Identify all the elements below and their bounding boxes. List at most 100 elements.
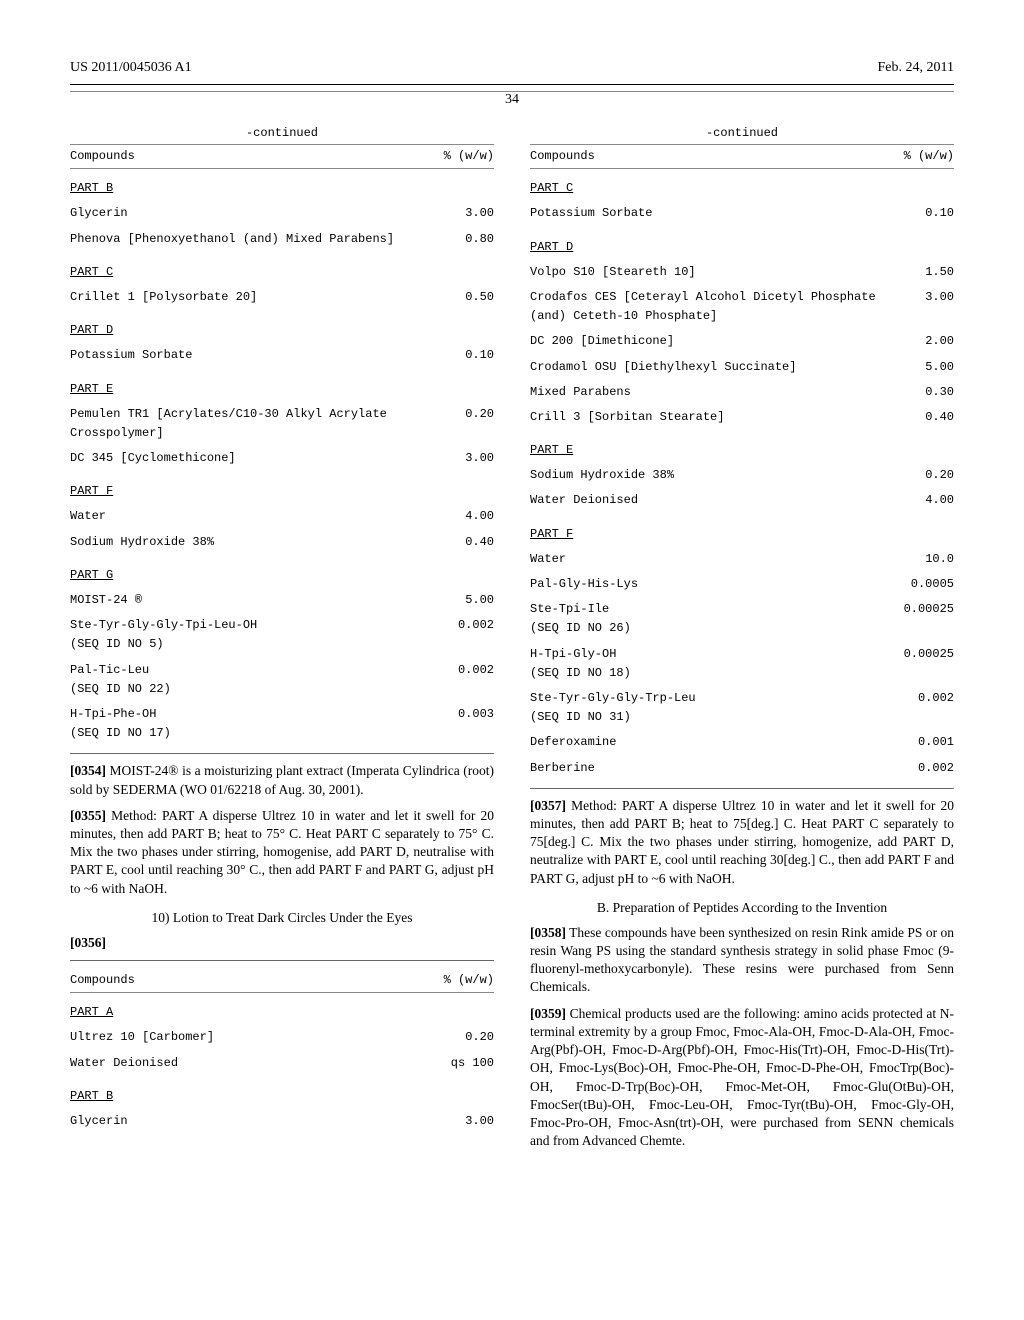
value-cell: 10.0 [896,550,954,575]
part-header-cell: PART B [70,171,494,204]
table-2-block: Compounds % (w/w) PART AUltrez 10 [Carbo… [70,960,494,1137]
table-row: Pal-Gly-His-Lys0.0005 [530,575,954,600]
table-row: PART B [70,171,494,204]
table-row: Phenova [Phenoxyethanol (and) Mixed Para… [70,230,494,255]
value-cell: 0.00025 [896,600,954,644]
table-row: Pal-Tic-Leu (SEQ ID NO 22)0.002 [70,661,494,705]
section-b-text: B. Preparation of Peptides According to … [597,900,887,915]
value-cell: 0.50 [450,288,494,313]
value-cell: 3.00 [450,204,494,229]
page-number: 34 [70,92,954,108]
compound-cell: Berberine [530,759,896,784]
table-row: PART E [70,372,494,405]
pub-number: US 2011/0045036 A1 [70,60,192,76]
compound-cell: H-Tpi-Phe-OH (SEQ ID NO 17) [70,705,450,749]
para-0354: [0354] MOIST-24® is a moisturizing plant… [70,762,494,798]
compound-cell: Potassium Sorbate [530,204,896,229]
compound-cell: Pemulen TR1 [Acrylates/C10-30 Alkyl Acry… [70,405,450,449]
table-row: Crodamol OSU [Diethylhexyl Succinate]5.0… [530,358,954,383]
table-1-header: Compounds % (w/w) [70,147,494,166]
part-header-cell: PART B [70,1079,494,1112]
table-row: PART C [530,171,954,204]
para-num: [0359] [530,1006,566,1021]
para-0357: [0357] Method: PART A disperse Ultrez 10… [530,797,954,888]
value-cell: 2.00 [896,332,954,357]
compound-cell: Ste-Tyr-Gly-Gly-Trp-Leu (SEQ ID NO 31) [530,689,896,733]
table-row: Ste-Tyr-Gly-Gly-Tpi-Leu-OH (SEQ ID NO 5)… [70,616,494,660]
section-10-heading: 10) Lotion to Treat Dark Circles Under t… [70,910,494,926]
table-3-header: Compounds % (w/w) [530,147,954,166]
para-num: [0355] [70,808,106,823]
compound-cell: Glycerin [70,204,450,229]
value-cell: 0.00025 [896,645,954,689]
value-cell: 1.50 [896,263,954,288]
compound-cell: Ultrez 10 [Carbomer] [70,1028,383,1053]
value-cell: 0.0005 [896,575,954,600]
table-row: PART B [70,1079,494,1112]
table-row: Sodium Hydroxide 38%0.40 [70,533,494,558]
part-header-cell: PART F [530,517,954,550]
value-cell: 3.00 [896,288,954,332]
rule [70,992,494,993]
compound-cell: Pal-Tic-Leu (SEQ ID NO 22) [70,661,450,705]
para-text: Method: PART A disperse Ultrez 10 in wat… [530,798,954,886]
table-row: Mixed Parabens0.30 [530,383,954,408]
part-header-cell: PART C [530,171,954,204]
col-compounds: Compounds [70,147,293,166]
rule [70,960,494,961]
compound-cell: Potassium Sorbate [70,346,450,371]
para-num: [0354] [70,763,106,778]
value-cell: 5.00 [450,591,494,616]
rule [530,168,954,169]
table-row: DC 345 [Cyclomethicone]3.00 [70,449,494,474]
para-text: Chemical products used are the following… [530,1006,954,1149]
value-cell: 5.00 [896,358,954,383]
col-compounds: Compounds [530,147,753,166]
value-cell: 0.10 [450,346,494,371]
compound-cell: Ste-Tyr-Gly-Gly-Tpi-Leu-OH (SEQ ID NO 5) [70,616,450,660]
part-header-cell: PART D [530,230,954,263]
value-cell: 0.80 [450,230,494,255]
compound-cell: Water Deionised [70,1054,383,1079]
table-row: Glycerin3.00 [70,1112,494,1137]
para-0359: [0359] Chemical products used are the fo… [530,1005,954,1151]
compound-cell: Sodium Hydroxide 38% [530,466,896,491]
table-row: Ultrez 10 [Carbomer]0.20 [70,1028,494,1053]
para-num: [0358] [530,925,566,940]
para-0355: [0355] Method: PART A disperse Ultrez 10… [70,807,494,898]
table-row: H-Tpi-Phe-OH (SEQ ID NO 17)0.003 [70,705,494,749]
compound-cell: MOIST-24 ® [70,591,450,616]
table-row: Berberine0.002 [530,759,954,784]
table-row: PART G [70,558,494,591]
value-cell: 0.002 [450,616,494,660]
table-row: PART D [530,230,954,263]
compound-cell: Pal-Gly-His-Lys [530,575,896,600]
compound-cell: Phenova [Phenoxyethanol (and) Mixed Para… [70,230,450,255]
table-2: PART AUltrez 10 [Carbomer]0.20Water Deio… [70,995,494,1137]
col-pct: % (w/w) [753,147,954,166]
value-cell: 3.00 [383,1112,494,1137]
table-row: Glycerin3.00 [70,204,494,229]
table-row: Water10.0 [530,550,954,575]
table-row: PART E [530,433,954,466]
value-cell: 0.002 [896,759,954,784]
part-header-cell: PART G [70,558,494,591]
value-cell: 4.00 [896,491,954,516]
compound-cell: Glycerin [70,1112,383,1137]
compound-cell: H-Tpi-Gly-OH (SEQ ID NO 18) [530,645,896,689]
value-cell: 0.20 [896,466,954,491]
table-row: Water4.00 [70,507,494,532]
para-0356: [0356] [70,934,494,952]
table-row: MOIST-24 ®5.00 [70,591,494,616]
table-row: H-Tpi-Gly-OH (SEQ ID NO 18)0.00025 [530,645,954,689]
value-cell: 0.10 [896,204,954,229]
table-row: PART A [70,995,494,1028]
para-0358: [0358] These compounds have been synthes… [530,924,954,997]
rule [70,753,494,754]
content-columns: -continued Compounds % (w/w) PART BGlyce… [70,126,954,1246]
page-header: US 2011/0045036 A1 Feb. 24, 2011 [70,60,954,76]
para-num: [0356] [70,935,106,950]
part-header-cell: PART E [70,372,494,405]
section-b-heading: B. Preparation of Peptides According to … [570,900,914,916]
pub-date: Feb. 24, 2011 [878,60,954,76]
